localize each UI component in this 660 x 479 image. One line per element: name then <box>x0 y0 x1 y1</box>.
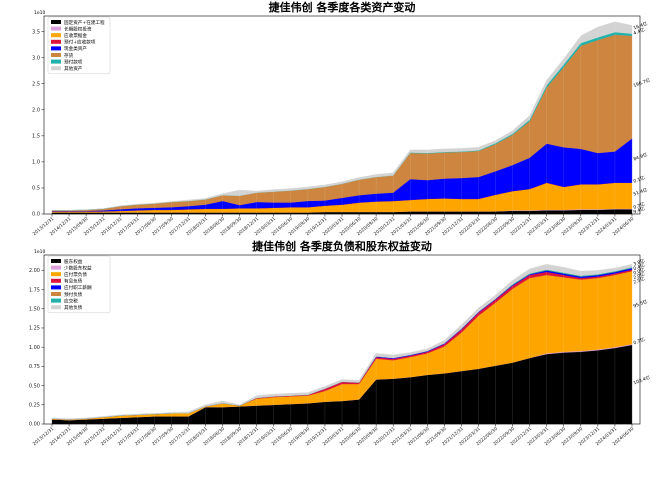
legend-entry: 应付票负债 <box>64 271 87 278</box>
legend-entry: 应收票据金 <box>64 32 87 39</box>
legend-entry: 应交税 <box>64 297 78 304</box>
y-tick-label: 1.5 <box>32 134 40 140</box>
series-end-annotation: 0.4亿 <box>632 261 646 272</box>
series-end-annotation: 196.7亿 <box>632 76 651 89</box>
legend-entry: 少数股东权益 <box>64 264 92 271</box>
legend-box <box>47 255 111 314</box>
legend-entry: 长期股权投资 <box>64 25 92 32</box>
legend-swatch <box>51 33 61 38</box>
legend-swatch <box>51 59 61 64</box>
y-exponent-label: 1e10 <box>34 249 45 255</box>
legend-entry: 固定资产+在建工程 <box>64 19 105 26</box>
assets-chart: 捷佳伟创 各季度各类资产变动 0.0 0.5 1.0 1.5 2.0 2.5 3.0 3.5 1e… <box>32 0 652 237</box>
legend-swatch <box>51 66 61 71</box>
legend-swatch <box>51 292 61 296</box>
legend-swatch <box>51 26 61 31</box>
area-series-7 <box>52 21 633 211</box>
series-end-annotation: 2.0亿 <box>632 270 646 281</box>
y-tick-label: 0.50 <box>29 383 40 389</box>
legend-swatch <box>51 272 61 277</box>
series-end-annotation: 0.7亿 <box>632 336 646 347</box>
legend-entry: 预付负债 <box>64 291 83 298</box>
legend-entry: 应付职工薪酬 <box>64 284 92 291</box>
legend-swatch <box>51 39 61 44</box>
y-tick-label: 0.5 <box>32 186 40 192</box>
y-tick-label: 1.50 <box>29 306 40 312</box>
y-tick-label: 1.75 <box>29 287 40 293</box>
y-tick-label: 3.0 <box>32 55 40 61</box>
y-tick-label: 1.0 <box>32 160 40 166</box>
series-end-annotation: 16.4亿 <box>632 20 649 32</box>
area-series-7 <box>51 264 633 420</box>
series-end-annotation: 0.1亿 <box>632 174 646 185</box>
legend-swatch <box>51 53 61 57</box>
y-tick-label: 2.00 <box>29 268 40 274</box>
legend-entry: 股东权益 <box>64 258 83 265</box>
y-tick-label: 0.0 <box>32 212 40 218</box>
y-tick-label: 1.00 <box>29 345 40 351</box>
series-end-annotation: 0.0亿 <box>632 266 646 277</box>
legend-entry: 现金类资产 <box>64 45 87 52</box>
legend-swatch <box>51 305 61 310</box>
legend-swatch <box>51 285 61 290</box>
chart-title: 捷佳伟创 各季度各类资产变动 <box>269 0 416 14</box>
y-tick-label: 2.5 <box>32 81 40 87</box>
legend-entry: 预付款项 <box>64 58 83 65</box>
series-end-annotation: 51.4亿 <box>632 186 649 198</box>
series-end-annotation: 103.4亿 <box>632 374 651 387</box>
y-tick-label: 1.25 <box>29 326 40 332</box>
legend-entry: 存货 <box>64 52 74 59</box>
legend-swatch <box>51 298 61 303</box>
y-tick-label: 0.75 <box>29 364 40 370</box>
series-end-annotation: 4.4亿 <box>632 26 646 37</box>
legend-entry: 其他资产 <box>64 65 83 72</box>
legend-box <box>47 16 111 75</box>
legend-swatch <box>51 46 61 51</box>
legend-swatch <box>51 265 61 270</box>
series-end-annotation: 0.7亿 <box>632 200 646 211</box>
legend-swatch <box>51 259 61 263</box>
series-end-annotation: 95.5亿 <box>632 298 649 310</box>
legend-swatch <box>51 20 61 24</box>
series-end-annotation: 2.5亿 <box>632 275 646 286</box>
chart-title: 捷佳伟创 各季度负债和股东权益变动 <box>252 239 432 253</box>
series-end-annotation: 3.8亿 <box>632 257 646 268</box>
y-exponent-label: 1e10 <box>34 10 45 16</box>
series-end-annotation: 84.9亿 <box>632 151 649 163</box>
legend-swatch <box>51 278 61 283</box>
series-end-annotation: 9.4亿 <box>632 205 646 216</box>
liabilities-equity-chart: 捷佳伟创 各季度负债和股东权益变动 0.00 0.25 0.50 0.75 1.00 1.2… <box>29 239 652 447</box>
legend-entry: 其他负债 <box>64 304 83 311</box>
y-tick-label: 0.00 <box>29 422 40 428</box>
legend: 固定资产+在建工程长期股权投资应收票据金预付+应收款项现金类资产存货预付款项其他… <box>47 16 111 75</box>
legend-entry: 有息负债 <box>64 278 83 285</box>
y-tick-label: 2.0 <box>32 107 40 113</box>
legend-entry: 预付+应收款项 <box>64 39 96 46</box>
y-tick-label: 3.5 <box>32 29 40 35</box>
y-tick-label: 0.25 <box>29 402 40 408</box>
